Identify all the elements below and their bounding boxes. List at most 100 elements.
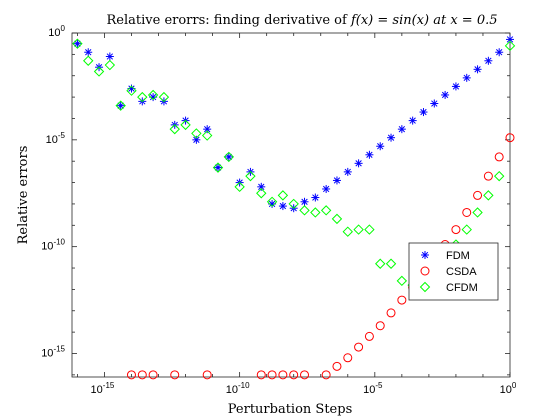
fdm-point <box>506 35 514 44</box>
fdm-point <box>116 101 125 110</box>
fdm-point <box>257 182 266 191</box>
fdm-point <box>495 48 504 57</box>
csda-point <box>494 152 504 162</box>
axes-box <box>71 32 511 378</box>
x-tick-label: 10-10 <box>226 381 250 396</box>
csda-point <box>256 370 266 380</box>
cfdm-point <box>375 258 386 269</box>
cfdm-point <box>180 119 191 131</box>
cfdm-point <box>342 226 353 237</box>
fdm-point <box>278 202 287 211</box>
csda-point <box>354 342 364 352</box>
csda-point <box>300 370 310 380</box>
cfdm-point <box>277 190 289 201</box>
cfdm-point <box>266 196 278 208</box>
cfdm-point <box>364 224 375 235</box>
csda-point <box>364 331 374 341</box>
x-axis-label: Perturbation Steps <box>228 402 352 417</box>
fdm-point <box>105 52 114 61</box>
fdm-point <box>203 125 212 134</box>
csda-point <box>386 308 396 318</box>
cfdm-point <box>72 38 83 49</box>
csda-point <box>137 370 147 380</box>
legend-label-csda: CSDA <box>446 266 477 278</box>
cfdm-point <box>104 59 116 71</box>
x-tick-label: 10-15 <box>91 381 115 396</box>
fdm-point <box>354 159 363 168</box>
legend-marker-cfdm <box>419 281 431 293</box>
y-tick-label: 100 <box>48 24 65 39</box>
csda-point <box>267 370 277 380</box>
cfdm-point <box>331 213 343 225</box>
cfdm-point <box>201 130 213 141</box>
chart-title: Relative erorrs: finding derivative of f… <box>107 13 498 28</box>
cfdm-point <box>169 123 180 135</box>
legend-label-fdm: FDM <box>446 250 470 262</box>
csda-point <box>126 370 136 380</box>
fdm-point <box>462 73 471 82</box>
csda-point <box>332 361 342 371</box>
csda-point <box>343 353 353 363</box>
fdm-point <box>441 90 450 99</box>
cfdm-point <box>245 170 256 182</box>
cfdm-point <box>93 66 105 77</box>
plot-axes: 10-15 10-10 10-5 100 100 10-5 10-10 10-15 <box>41 24 517 396</box>
fdm-point <box>408 116 417 125</box>
cfdm-point <box>126 85 137 96</box>
fdm-point <box>332 176 341 185</box>
fdm-point <box>419 108 428 117</box>
y-tick-label: 10-10 <box>41 238 65 253</box>
cfdm-point <box>385 258 397 269</box>
csda-point <box>375 321 385 331</box>
fdm-point <box>484 56 493 65</box>
y-tick-label: 10-5 <box>46 131 66 146</box>
fdm-point <box>73 39 82 48</box>
cfdm-point <box>483 190 494 201</box>
cfdm-point <box>191 128 202 139</box>
csda-point <box>483 171 493 181</box>
fdm-point <box>473 65 482 74</box>
cfdm-point <box>310 207 321 218</box>
cfdm-point <box>234 181 245 193</box>
fdm-point <box>387 133 396 142</box>
fdm-point <box>192 135 201 144</box>
fdm-point <box>343 167 352 176</box>
legend-label-cfdm: CFDM <box>446 282 478 294</box>
csda-point <box>289 370 299 380</box>
fdm-point <box>365 150 374 159</box>
cfdm-point <box>504 40 516 52</box>
cfdm-point <box>223 151 235 163</box>
csda-point <box>462 207 472 217</box>
cfdm-point <box>256 188 267 199</box>
csda-point <box>278 370 288 380</box>
legend-marker-csda <box>420 266 430 276</box>
cfdm-point <box>472 207 483 218</box>
y-axis-label: Relative errors <box>16 146 31 245</box>
legend: FDM CSDA CFDM <box>408 242 499 301</box>
cfdm-point <box>299 205 310 216</box>
cfdm-point <box>212 162 224 173</box>
fdm-point <box>430 99 439 108</box>
cfdm-point <box>396 275 408 287</box>
csda-point <box>321 370 331 380</box>
y-tick-label: 10-15 <box>41 344 65 359</box>
cfdm-point <box>83 55 94 66</box>
cfdm-point <box>158 91 170 103</box>
csda-point <box>397 295 407 305</box>
fdm-point <box>214 163 222 172</box>
cfdm-point <box>288 198 299 210</box>
fdm-point <box>397 125 406 134</box>
csda-point <box>148 370 158 380</box>
cfdm-point <box>147 89 159 101</box>
csda-point <box>451 225 461 235</box>
csda-point <box>202 370 212 380</box>
fdm-point <box>84 48 93 57</box>
cfdm-point <box>115 100 126 111</box>
cfdm-point <box>353 224 364 235</box>
cfdm-point <box>320 205 332 216</box>
csda-point <box>473 190 483 200</box>
csda-point <box>505 133 515 143</box>
cfdm-point <box>461 224 472 235</box>
cfdm-point <box>137 91 148 103</box>
